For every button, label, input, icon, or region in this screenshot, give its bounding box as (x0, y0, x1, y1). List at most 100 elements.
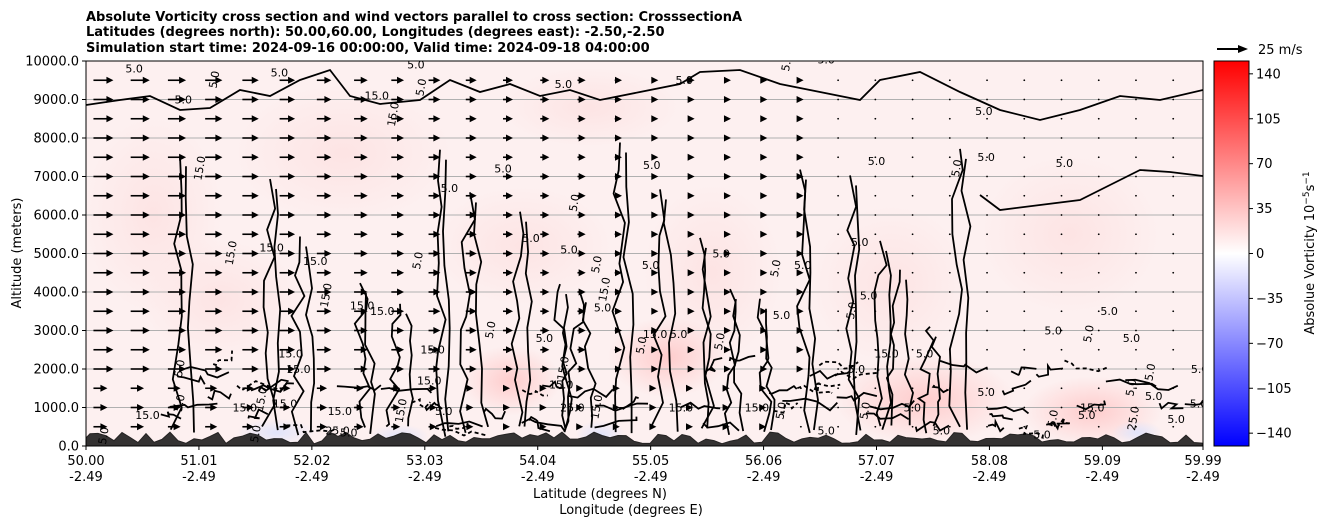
wind-vector (242, 76, 259, 84)
wind-vector (279, 307, 296, 315)
wind-vector (130, 211, 150, 219)
wind-vector (1097, 137, 1100, 139)
wind-vector (948, 156, 951, 159)
wind-vector (687, 230, 695, 238)
wind-vector (354, 115, 368, 123)
wind-vector (1172, 194, 1175, 197)
wind-vector (837, 252, 840, 255)
contour-label: 5.0 (634, 336, 650, 355)
contour-label: 5.0 (1044, 324, 1062, 337)
wind-vector (93, 153, 114, 161)
contour-label: 5.0 (1056, 157, 1074, 170)
wind-vector (354, 346, 368, 354)
contour-label: 5.0 (949, 158, 965, 177)
wind-vector (760, 153, 768, 161)
wind-vector (1023, 194, 1026, 197)
wind-vector (93, 307, 114, 315)
wind-vector (687, 192, 695, 200)
wind-vector (874, 271, 877, 274)
wind-vector (651, 307, 659, 315)
wind-vector (799, 387, 802, 390)
contour-line (247, 408, 269, 420)
contour-label: 5.0 (675, 74, 693, 87)
wind-vector (874, 137, 877, 139)
wind-vector (1135, 310, 1137, 313)
wind-vector (503, 365, 514, 373)
wind-vector (577, 288, 586, 296)
wind-vector (540, 269, 550, 277)
wind-vector (167, 346, 187, 354)
y-tick-label: 6000.0 (34, 209, 80, 224)
wind-vector (93, 115, 114, 123)
wind-vector (760, 230, 768, 238)
wind-vector (1023, 233, 1026, 236)
wind-vector (465, 327, 477, 334)
wind-vector (614, 365, 622, 373)
wind-vector (1023, 425, 1026, 428)
x-tick-longitude: -2.49 (973, 470, 1007, 485)
contour-label: 5.0 (483, 320, 499, 339)
wind-vector (391, 327, 405, 334)
wind-vector (760, 269, 768, 277)
wind-vector (279, 404, 291, 411)
wind-vector (874, 406, 877, 409)
wind-vector (354, 153, 368, 161)
wind-vector (205, 423, 218, 431)
wind-vector (1172, 156, 1175, 159)
wind-vector (1060, 79, 1063, 82)
wind-vector (1060, 252, 1063, 255)
wind-vector (130, 230, 150, 238)
contour-label: 25.0 (325, 424, 350, 437)
wind-vector (723, 288, 731, 296)
wind-vector (1023, 156, 1026, 159)
wind-vector (614, 173, 622, 180)
wind-vector (796, 76, 804, 84)
wind-vector (391, 288, 405, 296)
wind-vector (911, 368, 914, 370)
wind-vector (503, 384, 511, 392)
wind-vector (391, 76, 405, 84)
contour-label: 5.0 (1142, 362, 1158, 381)
wind-vector (1023, 271, 1026, 274)
x-tick-longitude: -2.49 (69, 470, 103, 485)
wind-vector (874, 425, 877, 428)
wind-vector (760, 76, 768, 84)
wind-vector (316, 76, 332, 84)
x-tick-latitude: 58.08 (971, 454, 1008, 469)
wind-vector (576, 384, 584, 392)
x-tick-latitude: 51.01 (180, 454, 217, 469)
contour-label: 15.0 (643, 328, 668, 341)
wind-vector (986, 329, 988, 332)
wind-vector (93, 346, 114, 354)
contour-line (1001, 379, 1032, 396)
x-tick-latitude: 52.02 (293, 454, 330, 469)
wind-vector (986, 271, 988, 274)
contour-label: 15.0 (370, 305, 395, 318)
colorbar-tick-label: 140 (1256, 67, 1281, 82)
wind-vector (1060, 271, 1063, 274)
wind-vector (279, 192, 296, 200)
wind-vector (911, 137, 914, 139)
wind-vector (279, 173, 296, 180)
wind-vector (1097, 310, 1100, 313)
wind-vector (576, 404, 584, 411)
wind-vector (874, 387, 877, 390)
contour-line (845, 175, 861, 435)
wind-vector (948, 271, 951, 274)
wind-vector (837, 194, 840, 197)
wind-vector (685, 423, 693, 431)
contour-line (483, 407, 506, 420)
wind-vector (279, 115, 296, 123)
wind-vector (911, 214, 914, 216)
wind-vector (1060, 406, 1063, 409)
wind-vector (723, 153, 731, 161)
contour-label: 15.0 (588, 394, 605, 420)
wind-vector (130, 307, 150, 315)
wind-vector (911, 233, 914, 236)
wind-vector (93, 250, 114, 257)
wind-vector (1023, 368, 1026, 370)
wind-vector (354, 211, 368, 219)
wind-vector (948, 137, 951, 139)
wind-vector (465, 384, 474, 392)
wind-vector (1097, 233, 1100, 236)
